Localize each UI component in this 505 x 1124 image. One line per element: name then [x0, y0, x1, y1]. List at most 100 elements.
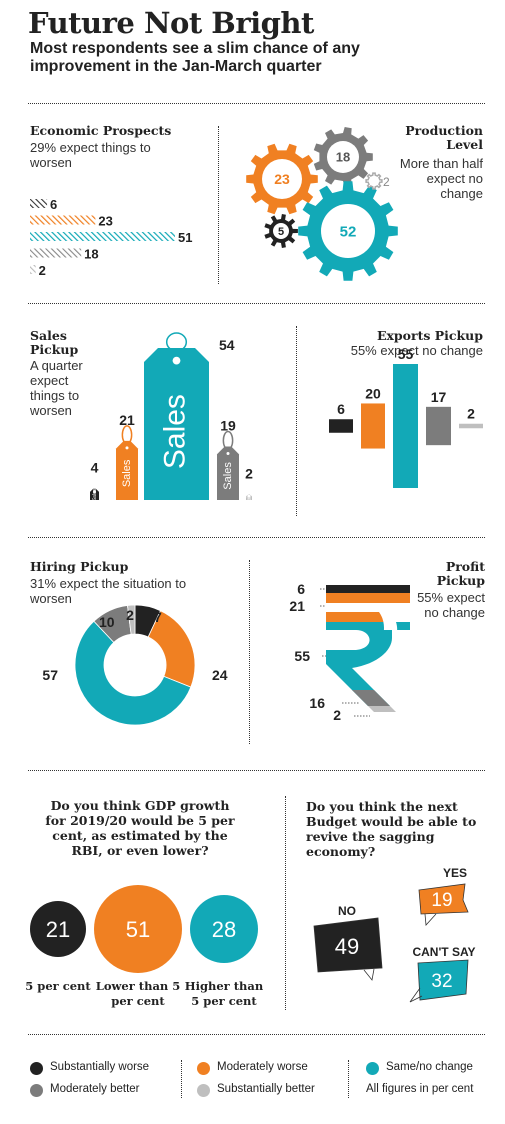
price-tag: [116, 440, 138, 500]
divider: [285, 796, 286, 1010]
tag-string: [121, 425, 133, 445]
donut-slice: [74, 620, 192, 726]
data-label: 55: [398, 346, 414, 362]
speech-tail: [363, 968, 375, 981]
data-label: 54: [219, 337, 235, 353]
bar: [426, 406, 451, 446]
data-label: 51: [178, 230, 192, 245]
data-label: 32: [431, 971, 452, 992]
profit-pickup-subtitle: 55% expect no change: [417, 590, 485, 620]
data-label: 19: [220, 418, 236, 434]
donut-slice: [127, 604, 136, 635]
tag-hole: [125, 446, 129, 450]
rupee-stroke: [326, 622, 410, 630]
profit-pickup-title: Profit Pickup: [436, 559, 485, 588]
bar: [361, 403, 385, 449]
divider: [296, 326, 297, 516]
bar: [393, 364, 418, 488]
divider: [249, 560, 250, 744]
data-label: 2: [383, 175, 390, 189]
legend-swatch-moderately-better: [30, 1084, 43, 1097]
economic-prospects-subtitle: 29% expect things to worsen: [30, 140, 151, 170]
speech-bubble: [418, 883, 469, 915]
data-label: 16: [309, 695, 325, 711]
data-label: 18: [84, 247, 98, 262]
bar: [30, 199, 48, 208]
data-label: 57: [42, 667, 58, 683]
bar: [30, 265, 36, 274]
data-label: 21: [289, 598, 305, 614]
legend-swatch-moderately-worse: [197, 1062, 210, 1075]
production-level-subtitle: More than half expect no change: [399, 156, 483, 201]
bubble-caption: Lower than 5: [96, 979, 181, 993]
bar: [329, 419, 353, 433]
divider: [28, 537, 485, 538]
data-label: 6: [50, 197, 57, 212]
tag-hole: [247, 494, 251, 498]
data-label: 10: [99, 614, 115, 630]
speech-bubble: [417, 959, 469, 1001]
tag-string: [165, 332, 188, 352]
exports-pickup-title: Exports Pickup: [376, 328, 483, 343]
data-label: 2: [39, 263, 46, 278]
bubble: [30, 901, 86, 957]
tag-hole: [226, 451, 230, 455]
price-tag: [217, 446, 239, 500]
budget-question: Do you think the next Budget would be ab…: [306, 799, 477, 859]
gear-hub: [262, 159, 302, 199]
data-label: 2: [126, 607, 134, 623]
gear-hub: [273, 223, 289, 239]
legend-swatch-substantially-worse: [30, 1062, 43, 1075]
data-label: 55: [294, 648, 310, 664]
bubble-caption: Higher than: [185, 979, 264, 993]
data-label: 2: [245, 465, 253, 481]
rupee-tail: [352, 690, 390, 706]
divider: [28, 1034, 485, 1035]
data-label: 17: [431, 389, 447, 405]
tag-label: Sales: [246, 491, 252, 504]
speech-tail: [424, 913, 437, 926]
hiring-pickup-title: Hiring Pickup: [30, 559, 129, 574]
economic-prospects-title: Economic Prospects: [30, 123, 172, 138]
data-label: 2: [467, 406, 475, 422]
speech-bubble: [313, 917, 383, 973]
data-label: 20: [365, 385, 381, 401]
tag-label: Sales: [158, 394, 191, 469]
divider: [181, 1060, 182, 1098]
data-label: 23: [98, 214, 112, 229]
data-label: 52: [340, 223, 357, 240]
data-label: 6: [337, 401, 345, 417]
divider: [28, 103, 485, 104]
bar: [30, 232, 175, 241]
rupee-tail-tip: [368, 706, 396, 712]
gear-hub: [370, 177, 378, 185]
rupee-stroke: [326, 585, 410, 593]
bar: [459, 423, 483, 429]
data-label: 23: [274, 171, 290, 187]
gdp-question: Do you think GDP growth for 2019/20 woul…: [45, 798, 235, 858]
sales-pickup-title: Sales Pickup: [30, 328, 79, 357]
bubble-caption: 5 per cent: [25, 979, 91, 993]
legend-label: Substantially worse: [50, 1061, 150, 1073]
exports-pickup-subtitle: 55% expect no change: [350, 343, 483, 358]
legend-swatch-same: [366, 1062, 379, 1075]
tag-hole: [172, 356, 181, 365]
data-label: 4: [91, 460, 99, 476]
data-label: 19: [431, 890, 452, 911]
tag-label: Sales: [121, 459, 133, 487]
data-label: 49: [335, 934, 359, 959]
data-label: 7: [154, 609, 162, 625]
legend-swatch-substantially-better: [197, 1084, 210, 1097]
data-label: CAN'T SAY: [412, 945, 475, 959]
rupee-stroke: [326, 612, 410, 622]
bubble: [94, 885, 182, 973]
data-label: 5: [278, 226, 284, 238]
gear-hub: [321, 204, 375, 258]
